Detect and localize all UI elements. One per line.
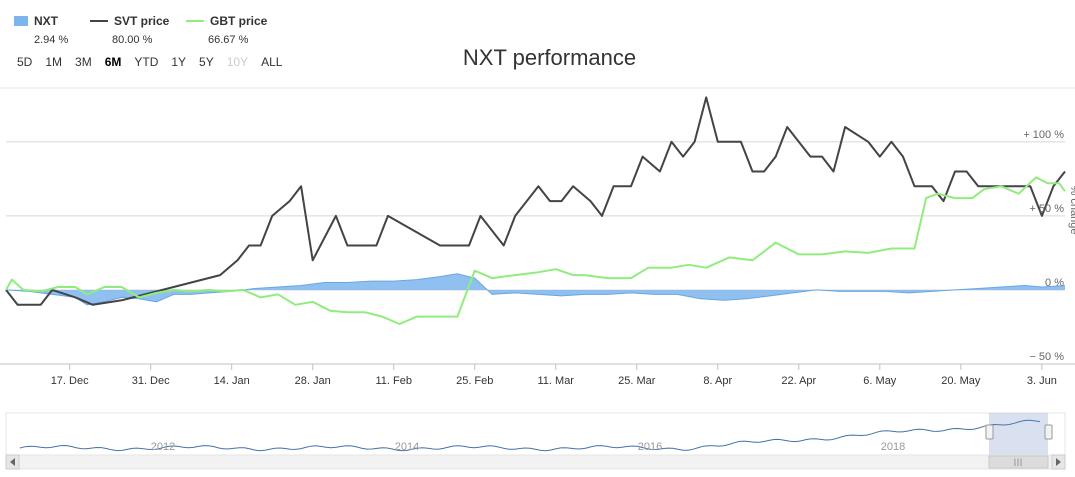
x-tick-label: 6. May bbox=[863, 375, 897, 387]
scrollbar-grip: III bbox=[1013, 457, 1022, 469]
chart-title: NXT performance bbox=[462, 45, 637, 70]
svt-price-line bbox=[5, 96, 1066, 306]
range-button-ytd[interactable]: YTD bbox=[134, 55, 159, 69]
x-tick-label: 25. Mar bbox=[618, 375, 656, 387]
navigator-year-label: 2014 bbox=[395, 441, 419, 453]
navigator-left-handle[interactable] bbox=[985, 424, 994, 440]
range-button-5y[interactable]: 5Y bbox=[199, 55, 214, 69]
y-axis-label: % change bbox=[1068, 186, 1075, 235]
x-tick-label: 20. May bbox=[941, 375, 981, 387]
navigator-year-label: 2018 bbox=[881, 441, 905, 453]
nxt-area-series bbox=[5, 273, 1066, 306]
navigator-selected-range[interactable] bbox=[989, 413, 1048, 455]
x-tick-label: 11. Feb bbox=[375, 375, 412, 387]
x-tick-label: 11. Mar bbox=[538, 375, 575, 387]
legend-swatch-svt bbox=[90, 19, 108, 22]
price-line-series bbox=[5, 96, 1066, 325]
range-button-all[interactable]: ALL bbox=[261, 55, 283, 69]
range-button-1y[interactable]: 1Y bbox=[171, 55, 187, 69]
x-tick-label: 25. Feb bbox=[456, 375, 493, 387]
x-tick-label: 31. Dec bbox=[132, 375, 170, 387]
scrollbar-track[interactable] bbox=[5, 454, 1066, 470]
range-button-1m[interactable]: 1M bbox=[45, 55, 63, 69]
scroll-right-arrow-icon bbox=[1056, 458, 1061, 466]
y-tick-label: 0 % bbox=[1045, 277, 1064, 289]
x-tick-label: 3. Jun bbox=[1027, 375, 1057, 387]
legend-item-nxt[interactable]: NXT bbox=[14, 12, 58, 30]
scrollbar-thumb[interactable] bbox=[988, 455, 1049, 469]
x-tick-label: 28. Jan bbox=[295, 375, 331, 387]
legend-value-nxt: 2.94 % bbox=[34, 34, 69, 46]
y-axis: − 50 % 0 % + 50 % + 100 % % change bbox=[1023, 129, 1075, 363]
nxt-area-outline bbox=[5, 273, 1066, 306]
x-tick-label: 14. Jan bbox=[214, 375, 250, 387]
legend-swatch-nxt bbox=[14, 15, 28, 26]
legend-label-nxt: NXT bbox=[34, 13, 58, 28]
legend-value-gbt: 66.67 % bbox=[208, 34, 249, 46]
navigator-right-handle[interactable] bbox=[1044, 424, 1053, 440]
gbt-price-line bbox=[5, 176, 1066, 325]
scroll-left-arrow-icon bbox=[10, 458, 15, 466]
range-button-3m[interactable]: 3M bbox=[75, 55, 92, 69]
legend: NXT 2.94 % SVT price 80.00 % GBT price 6… bbox=[14, 12, 314, 52]
navigator-year-label: 2016 bbox=[638, 441, 662, 453]
legend-item-svt[interactable]: SVT price bbox=[90, 12, 169, 30]
x-tick-label: 8. Apr bbox=[703, 375, 732, 387]
legend-item-gbt[interactable]: GBT price bbox=[186, 12, 267, 30]
legend-value-svt: 80.00 % bbox=[112, 34, 153, 46]
navigator-year-label: 2012 bbox=[151, 441, 175, 453]
y-tick-label: − 50 % bbox=[1029, 351, 1064, 363]
legend-label-gbt: GBT price bbox=[210, 13, 268, 28]
range-button-10y[interactable]: 10Y bbox=[226, 55, 249, 69]
navigator-series-line bbox=[19, 419, 1041, 452]
y-tick-label: + 100 % bbox=[1023, 129, 1064, 141]
range-selector: 5D 1M 3M 6M YTD 1Y 5Y 10Y ALL bbox=[12, 53, 290, 71]
range-button-5d[interactable]: 5D bbox=[17, 55, 33, 69]
y-tick-label: + 50 % bbox=[1029, 203, 1064, 215]
legend-label-svt: SVT price bbox=[114, 13, 170, 28]
navigator[interactable]: 2012 2014 2016 2018 III bbox=[5, 412, 1066, 470]
x-tick-label: 17. Dec bbox=[51, 375, 89, 387]
grid-lines bbox=[0, 87, 1075, 365]
x-axis: 17. Dec 31. Dec 14. Jan 28. Jan 11. Feb 25. F… bbox=[51, 364, 1057, 387]
legend-swatch-gbt bbox=[186, 19, 204, 22]
range-button-6m[interactable]: 6M bbox=[104, 55, 122, 69]
x-tick-label: 22. Apr bbox=[781, 375, 816, 387]
